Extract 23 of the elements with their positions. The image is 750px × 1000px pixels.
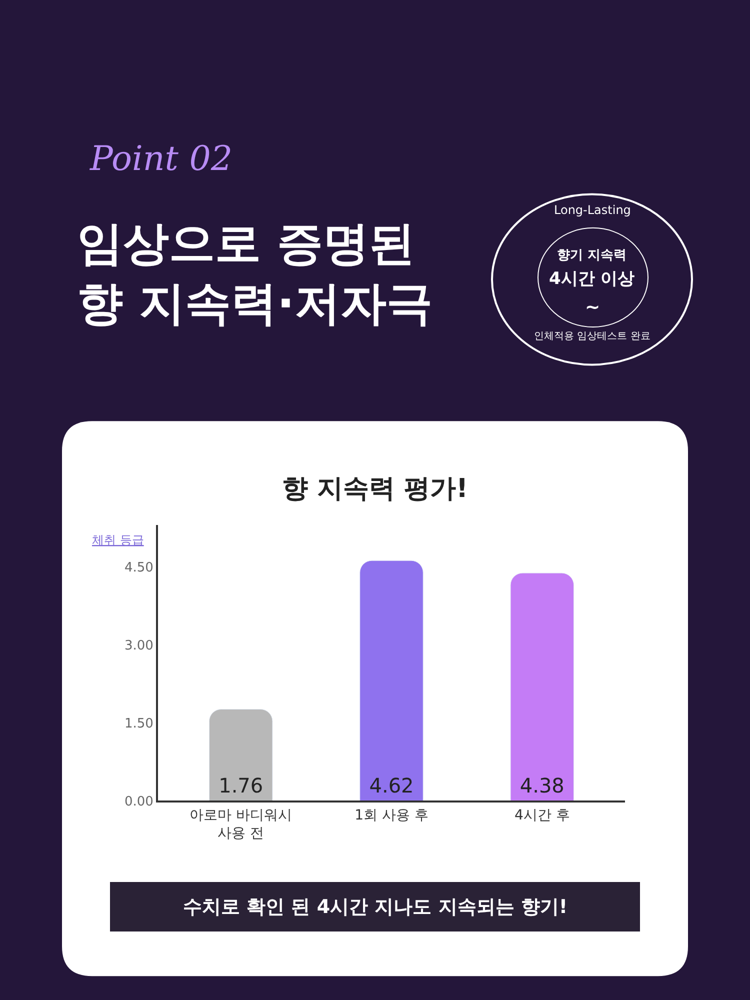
x-tick-label: 4시간 후 [514, 808, 570, 824]
text: ~ [585, 297, 600, 318]
bar [360, 560, 424, 801]
bar [510, 572, 574, 801]
y-tick-label: 3.00 [124, 638, 154, 654]
chart-title: 임상으로 증명된 향 지속력·저자극 [77, 216, 432, 330]
text: 4시간 이상 [549, 269, 635, 289]
x-tick-label: 아로마 바디워시 사용 전 [190, 808, 292, 842]
text: 향기 지속력 [557, 248, 627, 263]
data-label: 1.76 [218, 774, 264, 798]
text: Long-Lasting [554, 203, 631, 217]
text: 수치로 확인 된 4시간 지나도 지속되는 향기! [183, 896, 568, 918]
chart-subtitle: 향 지속력 평가! [282, 474, 468, 504]
text: 인체적용 임상테스트 완료 [534, 331, 650, 342]
bar [208, 708, 273, 801]
y-axis-title: 체취 등급 [92, 533, 144, 547]
y-tick-label: 1.50 [124, 716, 154, 732]
y-tick-label: 0.00 [124, 794, 154, 810]
data-label: 4.62 [369, 774, 414, 798]
y-tick-label: 4.50 [124, 560, 154, 576]
x-tick-label: 1회 사용 후 [354, 808, 428, 824]
text: Point 02 [89, 139, 232, 179]
data-label: 4.38 [520, 774, 564, 798]
